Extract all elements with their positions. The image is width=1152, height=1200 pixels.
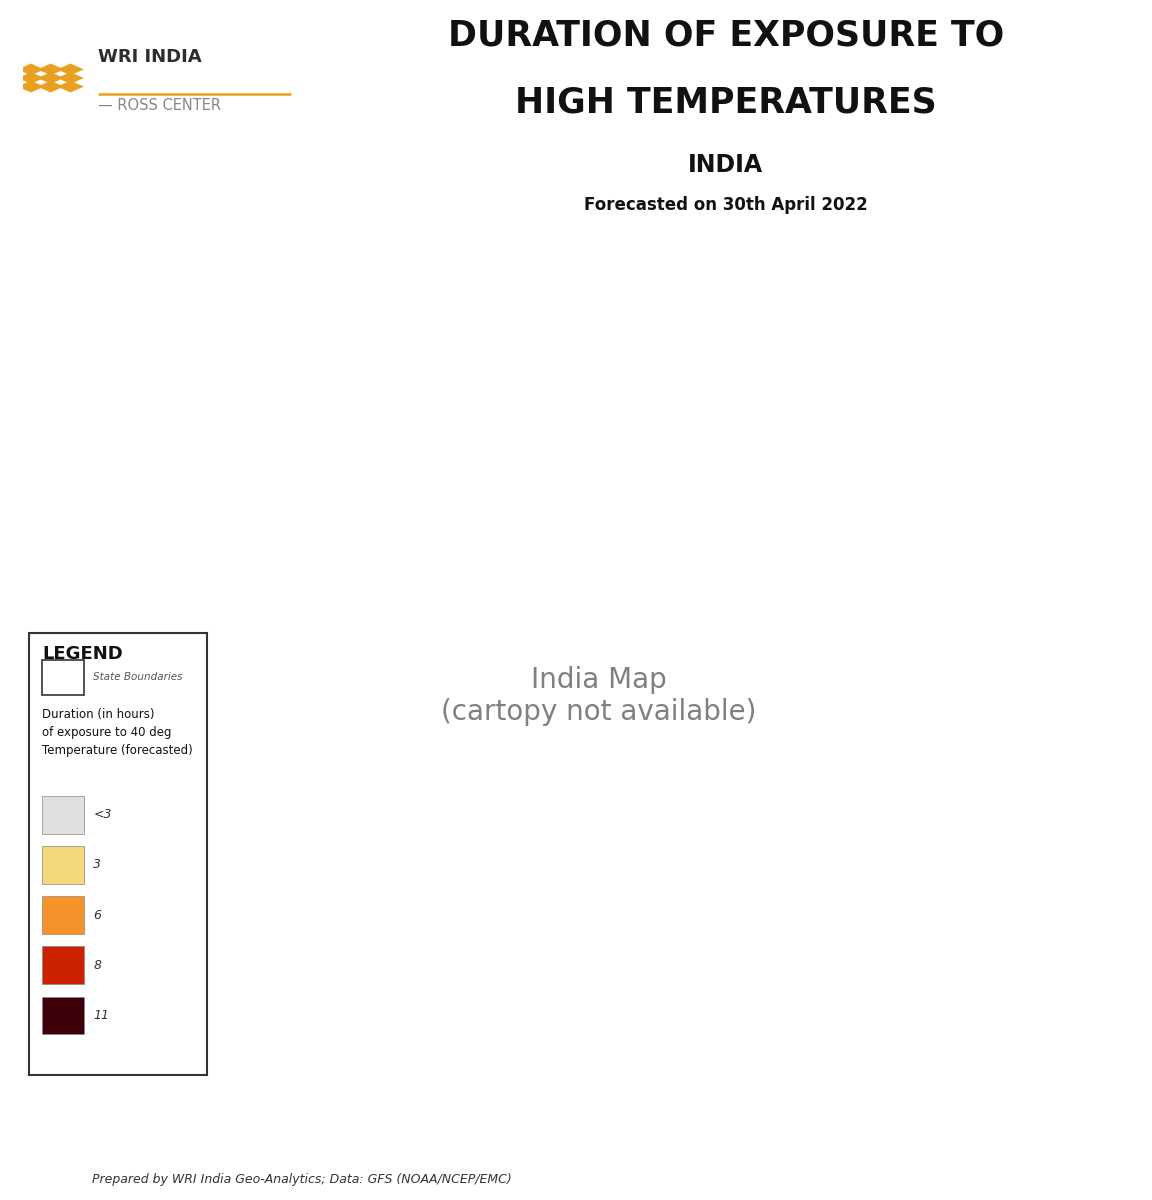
Text: — ROSS CENTER: — ROSS CENTER: [98, 98, 221, 114]
FancyBboxPatch shape: [29, 634, 207, 1075]
Bar: [41, 947, 84, 984]
Polygon shape: [58, 64, 83, 76]
Text: India Map
(cartopy not available): India Map (cartopy not available): [441, 666, 757, 726]
Polygon shape: [38, 80, 63, 92]
Text: State Boundaries: State Boundaries: [93, 672, 183, 683]
Bar: [41, 896, 84, 934]
Text: Duration (in hours)
of exposure to 40 deg
Temperature (forecasted): Duration (in hours) of exposure to 40 de…: [41, 708, 192, 757]
Text: <3: <3: [93, 809, 112, 821]
Bar: [41, 996, 84, 1034]
Text: Prepared by WRI India Geo-Analytics; Data: GFS (NOAA/NCEP/EMC): Prepared by WRI India Geo-Analytics; Dat…: [92, 1172, 511, 1186]
Text: 11: 11: [93, 1009, 109, 1022]
Text: Forecasted on 30th April 2022: Forecasted on 30th April 2022: [584, 196, 867, 214]
Text: 6: 6: [93, 908, 101, 922]
Text: 8: 8: [93, 959, 101, 972]
Polygon shape: [58, 80, 83, 92]
Polygon shape: [58, 72, 83, 84]
Polygon shape: [38, 72, 63, 84]
Bar: [41, 846, 84, 884]
Polygon shape: [18, 72, 44, 84]
Polygon shape: [18, 64, 44, 76]
Bar: [41, 796, 84, 834]
Text: WRI INDIA: WRI INDIA: [98, 48, 202, 66]
Text: DURATION OF EXPOSURE TO: DURATION OF EXPOSURE TO: [448, 18, 1003, 52]
Text: 3: 3: [93, 858, 101, 871]
Text: LEGEND: LEGEND: [41, 644, 123, 662]
Text: INDIA: INDIA: [688, 152, 764, 176]
Text: HIGH TEMPERATURES: HIGH TEMPERATURES: [515, 85, 937, 120]
Polygon shape: [38, 64, 63, 76]
Bar: [41, 660, 84, 695]
Polygon shape: [18, 80, 44, 92]
